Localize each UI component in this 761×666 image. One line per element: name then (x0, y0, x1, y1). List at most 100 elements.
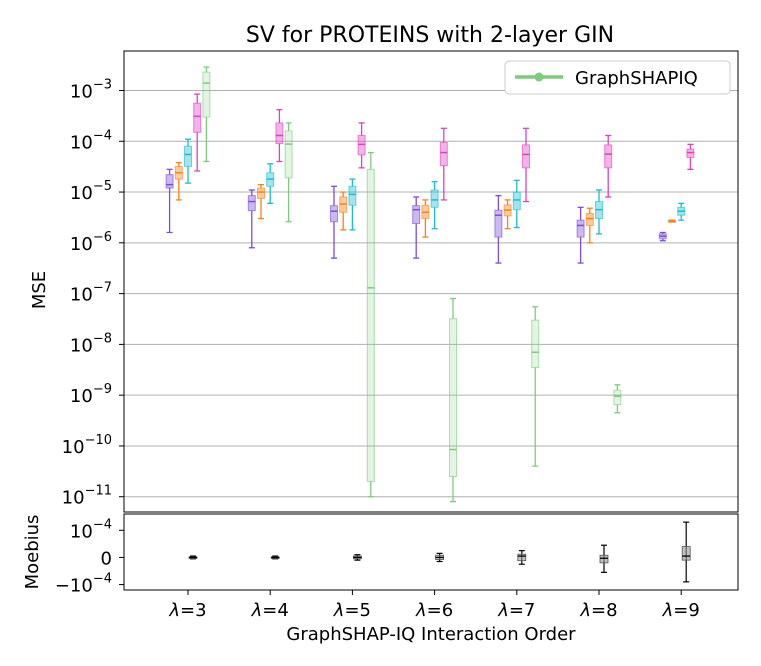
y-tick-label: 10−4 (70, 128, 112, 153)
box-purple (247, 189, 256, 249)
moebius-box (681, 521, 691, 583)
box-magenta (357, 122, 366, 169)
legend-frame (504, 60, 731, 95)
x-tick-label: λ=6 (415, 600, 453, 621)
box-cyan (184, 138, 192, 184)
main-grid (124, 90, 738, 498)
box-body (412, 205, 421, 225)
box-body (439, 141, 448, 167)
box-body (165, 174, 174, 189)
box-body (531, 319, 540, 369)
box-GraphSHAPIQ (613, 384, 622, 414)
box-body (686, 148, 695, 158)
y-tick-label: 10−8 (70, 331, 112, 356)
box-body (576, 219, 585, 238)
box-orange (257, 183, 265, 220)
moebius-box-body (681, 546, 691, 561)
box-purple (576, 206, 585, 264)
box-body (604, 144, 613, 169)
moebius-y-ticks: 10−4 0 −10−4 (55, 517, 124, 597)
x-tick-label: λ=7 (497, 600, 535, 621)
y-tick-label: 10−5 (70, 179, 112, 204)
moebius-box (599, 544, 609, 573)
box-GraphSHAPIQ (366, 151, 375, 498)
box-orange (668, 219, 676, 223)
main-plot-area (124, 51, 738, 512)
main-plot-frame (123, 50, 739, 513)
main-y-ticks: 10−11 10−10 10−9 10−8 10−7 10−6 10−5 10−4 10−3 (62, 78, 124, 509)
moebius-box-body (599, 554, 609, 564)
box-body (366, 168, 375, 482)
box-magenta (686, 143, 695, 171)
y-tick-label: 10−10 (62, 433, 112, 458)
moebius-plot-frame (123, 513, 739, 591)
x-ticks: λ=3 λ=4 λ=5 λ=6 λ=7 λ=8 λ=9 (168, 590, 700, 621)
box-body (585, 212, 594, 226)
main-y-axis-label: MSE (29, 271, 50, 309)
moebius-boxes (188, 521, 691, 583)
box-purple (412, 196, 421, 259)
box-orange (421, 199, 430, 238)
box-body (430, 189, 439, 208)
legend-label: GraphSHAPIQ (575, 68, 698, 89)
moebius-y-tick-label: 10−4 (70, 517, 112, 542)
x-tick-label: λ=3 (168, 600, 206, 621)
moebius-y-tick-label: −10−4 (55, 572, 112, 597)
main-boxes (165, 66, 695, 503)
box-body (522, 144, 530, 169)
moebius-box-body (517, 553, 527, 562)
box-cyan (266, 163, 275, 204)
box-body (494, 209, 503, 238)
box-cyan (512, 179, 521, 229)
x-tick-label: λ=9 (662, 600, 700, 621)
box-GraphSHAPIQ (202, 66, 211, 163)
x-tick-label: λ=4 (251, 600, 289, 621)
box-magenta (522, 127, 530, 203)
legend: GraphSHAPIQ (504, 60, 731, 95)
box-body (257, 187, 265, 199)
box-purple (658, 231, 667, 242)
moebius-box (517, 550, 527, 565)
box-magenta (275, 108, 284, 163)
box-magenta (604, 134, 613, 198)
y-tick-label: 10−3 (70, 78, 112, 103)
box-body (348, 185, 357, 206)
moebius-box (352, 554, 362, 561)
box-purple (330, 185, 338, 259)
x-tick-label: λ=8 (579, 600, 617, 621)
box-cyan (595, 189, 603, 235)
y-tick-label: 10−7 (70, 281, 112, 306)
moebius-box (435, 552, 445, 563)
y-tick-label: 10−9 (70, 382, 112, 407)
box-body (284, 130, 293, 179)
moebius-box (188, 555, 198, 560)
box-body (357, 135, 366, 156)
box-body (202, 71, 211, 118)
box-cyan (348, 178, 357, 231)
box-body (247, 195, 256, 212)
box-body (512, 191, 521, 211)
box-GraphSHAPIQ (449, 297, 457, 503)
x-tick-label: λ=5 (333, 600, 371, 621)
box-orange (503, 199, 512, 230)
moebius-box (270, 555, 280, 560)
box-body (193, 102, 202, 133)
box-cyan (677, 202, 686, 221)
legend-marker (534, 72, 544, 82)
y-tick-label: 10−11 (62, 484, 112, 509)
box-magenta (439, 127, 448, 201)
moebius-y-label: Moebius (22, 515, 43, 590)
box-cyan (430, 181, 439, 230)
box-magenta (193, 93, 202, 172)
box-body (449, 318, 457, 478)
moebius-plot-area (124, 514, 738, 590)
box-purple (165, 168, 174, 234)
box-GraphSHAPIQ (531, 306, 540, 467)
chart-title: SV for PROTEINS with 2-layer GIN (246, 23, 614, 48)
box-body (184, 145, 192, 167)
box-body (330, 205, 338, 223)
y-tick-label: 10−6 (70, 230, 112, 255)
box-body (275, 122, 284, 145)
moebius-y-tick-label: 0 (101, 548, 112, 569)
